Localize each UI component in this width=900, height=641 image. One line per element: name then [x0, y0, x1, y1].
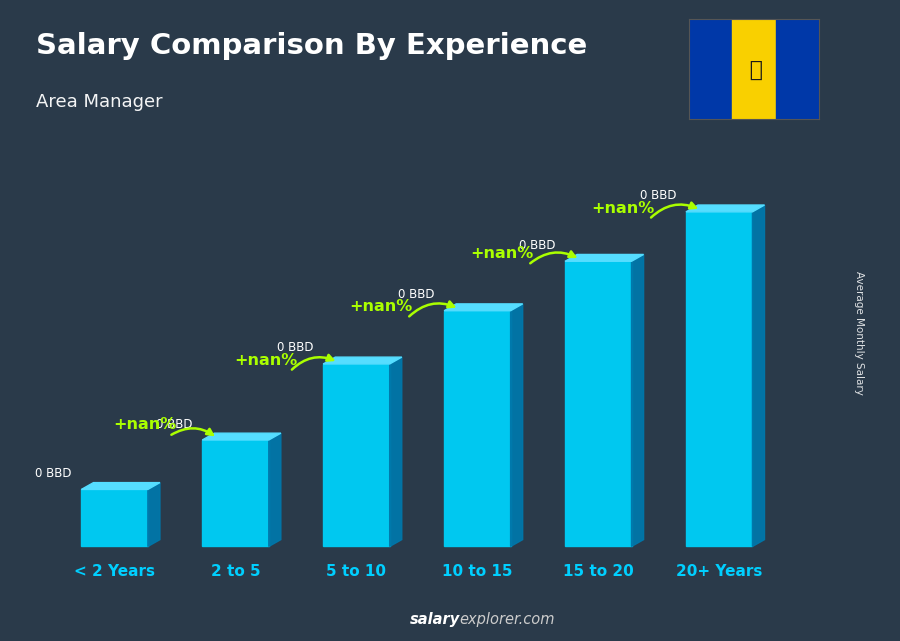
Bar — [776, 19, 819, 119]
Text: +nan%: +nan% — [113, 417, 176, 432]
Polygon shape — [444, 304, 523, 311]
Bar — [444, 311, 510, 547]
Text: 0 BBD: 0 BBD — [277, 342, 313, 354]
Polygon shape — [686, 205, 764, 212]
Polygon shape — [202, 433, 281, 440]
Polygon shape — [269, 433, 281, 547]
Bar — [202, 440, 269, 547]
FancyArrowPatch shape — [651, 203, 696, 217]
Text: 15 to 20: 15 to 20 — [562, 563, 634, 579]
Polygon shape — [632, 254, 644, 547]
Text: 10 to 15: 10 to 15 — [442, 563, 513, 579]
FancyArrowPatch shape — [171, 428, 212, 435]
Text: < 2 Years: < 2 Years — [74, 563, 155, 579]
Text: Area Manager: Area Manager — [36, 93, 163, 111]
Polygon shape — [752, 205, 764, 547]
Text: Salary Comparison By Experience: Salary Comparison By Experience — [36, 32, 587, 60]
Text: 0 BBD: 0 BBD — [518, 239, 555, 252]
FancyArrowPatch shape — [530, 251, 575, 263]
Text: salary: salary — [410, 612, 460, 627]
Text: 0 BBD: 0 BBD — [156, 417, 193, 431]
Text: +nan%: +nan% — [349, 299, 412, 315]
Text: 20+ Years: 20+ Years — [676, 563, 762, 579]
Polygon shape — [565, 254, 644, 262]
Bar — [688, 19, 732, 119]
Polygon shape — [510, 304, 523, 547]
FancyArrowPatch shape — [410, 301, 454, 317]
Bar — [323, 364, 390, 547]
FancyArrowPatch shape — [292, 355, 333, 370]
Text: 0 BBD: 0 BBD — [35, 467, 72, 480]
Bar — [732, 19, 776, 119]
Text: ⸸: ⸸ — [747, 59, 760, 79]
Polygon shape — [81, 483, 160, 490]
Polygon shape — [390, 357, 401, 547]
Text: 5 to 10: 5 to 10 — [327, 563, 386, 579]
Text: 0 BBD: 0 BBD — [398, 288, 435, 301]
Polygon shape — [148, 483, 160, 547]
Bar — [686, 212, 752, 547]
Text: +nan%: +nan% — [590, 201, 654, 215]
Text: Average Monthly Salary: Average Monthly Salary — [854, 271, 865, 395]
Text: explorer.com: explorer.com — [459, 612, 554, 627]
Text: 2 to 5: 2 to 5 — [211, 563, 260, 579]
Bar — [565, 262, 632, 547]
Text: 0 BBD: 0 BBD — [640, 189, 676, 203]
Bar — [81, 490, 148, 547]
Text: +nan%: +nan% — [234, 353, 297, 368]
Text: +nan%: +nan% — [470, 246, 533, 261]
Polygon shape — [323, 357, 401, 364]
